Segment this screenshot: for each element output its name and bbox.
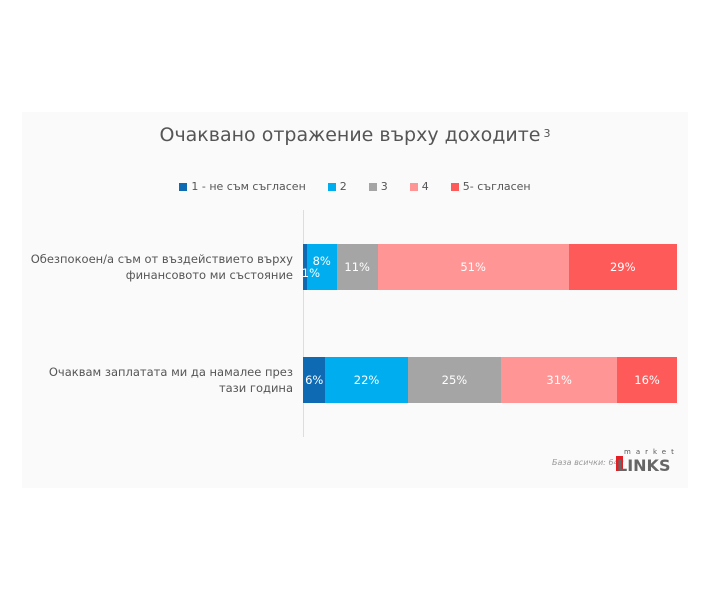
- data-label: 1%: [301, 266, 320, 280]
- bar-segment: 31%: [501, 357, 618, 403]
- bar-segment: 51%: [377, 244, 569, 290]
- svg-text:market: market: [624, 448, 679, 456]
- legend-item: 2: [327, 180, 347, 193]
- category-label: Обезпокоен/а съм от въздействието върху …: [30, 252, 293, 282]
- bar-row: 1% 8% 11% 51% 29%: [302, 244, 677, 290]
- svg-text:LINKS: LINKS: [617, 456, 670, 473]
- chart-panel: [22, 112, 688, 488]
- legend-swatch: [450, 182, 459, 191]
- legend-label: 4: [421, 180, 429, 193]
- title-text: Очаквано отражение върху доходите: [159, 124, 541, 146]
- data-label: 11%: [344, 260, 370, 274]
- bar-segment: 29%: [568, 244, 677, 290]
- bar-row: 6% 22% 25% 31% 16%: [303, 357, 677, 403]
- legend-label: 1 - не съм съгласен: [191, 180, 306, 193]
- legend-swatch: [327, 182, 336, 191]
- legend-swatch: [409, 182, 418, 191]
- bar-segment: 1%: [302, 244, 320, 290]
- legend-item: 5- съгласен: [450, 180, 531, 193]
- category-label: Очаквам заплатата ми да намалее през таз…: [48, 365, 293, 395]
- data-label: 51%: [460, 260, 486, 274]
- legend-item: 3: [368, 180, 388, 193]
- bar-segment: 25%: [407, 357, 502, 403]
- bar-segment: 16%: [617, 357, 677, 403]
- bar-segment: 8%: [306, 244, 337, 290]
- chart-title: Очаквано отражение върху доходите 3: [0, 124, 710, 146]
- legend-item: 1 - не съм съгласен: [179, 180, 306, 193]
- data-label: 6%: [305, 373, 324, 387]
- market-links-logo: market LINKS: [616, 448, 679, 473]
- data-label: 22%: [353, 373, 380, 387]
- legend-label: 5- съгласен: [462, 180, 531, 193]
- legend: 1 - не съм съгласен 2 3 4 5- съгласен: [0, 180, 710, 193]
- data-label: 8%: [312, 254, 331, 268]
- title-superscript: 3: [543, 127, 551, 140]
- legend-swatch: [179, 182, 188, 191]
- legend-swatch: [368, 182, 377, 191]
- legend-label: 3: [380, 180, 388, 193]
- category-axis: [303, 210, 304, 437]
- bar-segment: 11%: [336, 244, 378, 290]
- data-label: 29%: [609, 260, 636, 274]
- legend-item: 4: [409, 180, 429, 193]
- bar-segment: 22%: [325, 357, 408, 403]
- legend-label: 2: [339, 180, 347, 193]
- data-label: 16%: [634, 373, 660, 387]
- data-label: 25%: [441, 373, 468, 387]
- data-label: 31%: [546, 373, 572, 387]
- bar-segment: 6%: [303, 357, 326, 403]
- footnote: База всички: 649: [552, 458, 624, 467]
